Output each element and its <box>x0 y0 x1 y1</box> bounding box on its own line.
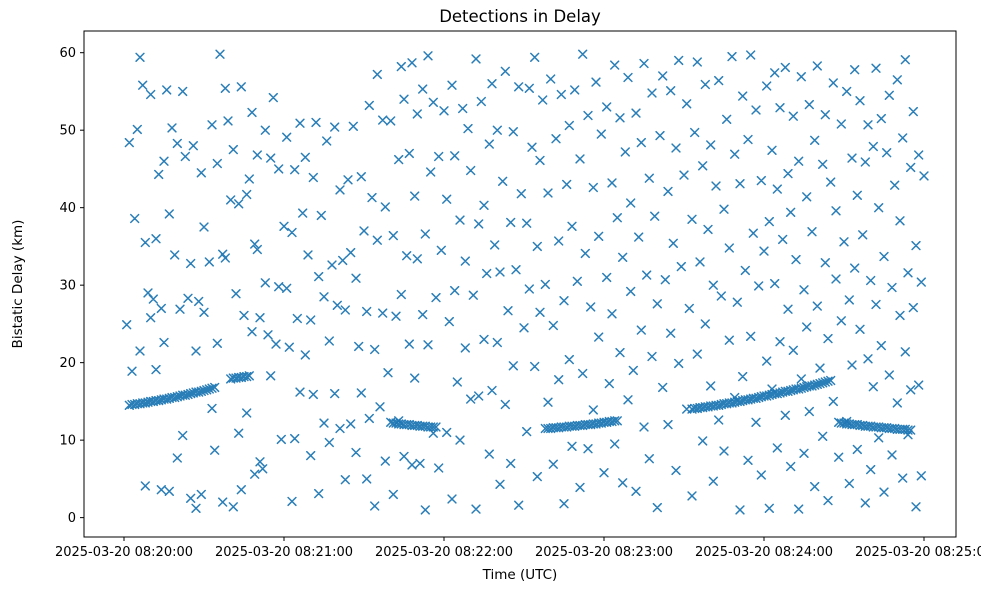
x-tick-label: 2025-03-20 08:23:00 <box>535 545 673 560</box>
series-track-1 <box>124 382 220 410</box>
y-tick-label: 20 <box>59 356 76 371</box>
chart-title: Detections in Delay <box>439 7 601 26</box>
y-tick-label: 60 <box>59 46 76 61</box>
axes: 2025-03-20 08:20:00 2025-03-20 08:21:00 20… <box>55 30 981 560</box>
y-tick-label: 50 <box>59 124 76 139</box>
y-axis-label: Bistatic Delay (km) <box>10 220 26 349</box>
y-tick-label: 40 <box>59 201 76 216</box>
x-tick-label: 2025-03-20 08:25:00 <box>855 545 981 560</box>
y-tick-label: 0 <box>68 511 76 526</box>
series-track-2 <box>226 371 254 384</box>
markers-layer <box>122 49 929 515</box>
series-track-6 <box>834 417 916 435</box>
series-track-4 <box>540 416 622 434</box>
series-track-5 <box>687 375 836 414</box>
x-tick-label: 2025-03-20 08:21:00 <box>215 545 353 560</box>
y-tick-label: 30 <box>59 279 76 294</box>
x-tick-label: 2025-03-20 08:24:00 <box>695 545 833 560</box>
axes-spines <box>83 30 957 538</box>
x-tick-label: 2025-03-20 08:20:00 <box>55 545 193 560</box>
x-tick-label: 2025-03-20 08:22:00 <box>375 545 513 560</box>
x-axis-label: Time (UTC) <box>482 567 558 583</box>
y-tick-label: 10 <box>59 434 76 449</box>
series-background-detections <box>122 49 929 515</box>
